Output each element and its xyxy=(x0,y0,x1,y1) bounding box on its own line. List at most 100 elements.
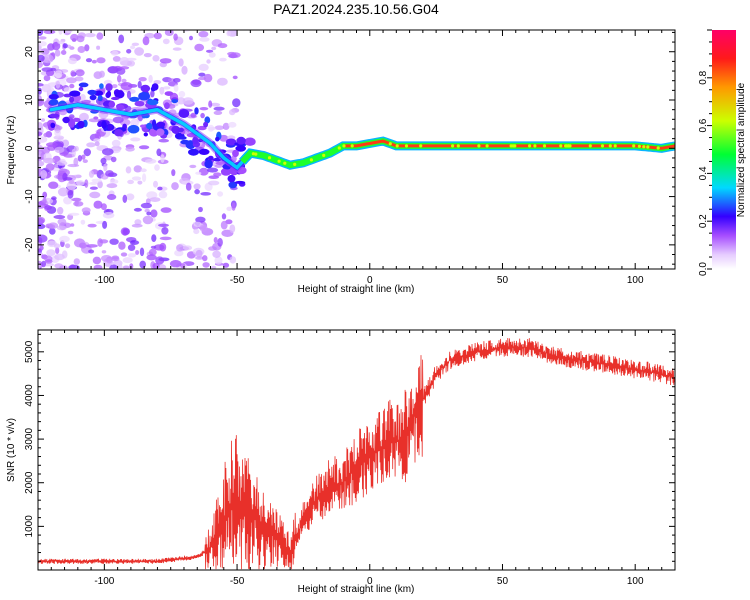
noise-blob xyxy=(79,112,89,122)
noise-blob xyxy=(176,97,186,105)
noise-blob xyxy=(137,80,142,89)
noise-blob xyxy=(38,30,44,36)
noise-blob xyxy=(81,207,91,214)
noise-blob xyxy=(85,244,98,248)
noise-blob xyxy=(130,45,136,50)
noise-blob xyxy=(57,206,64,215)
ridge-peak xyxy=(511,144,515,148)
signal-cluster xyxy=(171,125,181,134)
ridge-peak xyxy=(477,144,481,148)
signal-cluster xyxy=(93,116,99,120)
noise-blob xyxy=(41,118,45,122)
noise-blob xyxy=(162,86,171,90)
noise-blob xyxy=(40,48,50,55)
colorbar-tick-label: 0.0 xyxy=(698,262,709,276)
noise-blob xyxy=(67,57,78,65)
noise-blob xyxy=(125,193,135,201)
signal-cluster xyxy=(203,121,209,128)
noise-blob xyxy=(212,250,221,258)
snr-plot-area xyxy=(38,330,675,570)
ridge-peak xyxy=(342,144,346,148)
signal-cluster xyxy=(164,102,170,110)
noise-blob xyxy=(40,169,48,179)
signal-cluster xyxy=(106,90,112,98)
noise-blob xyxy=(219,134,229,142)
signal-cluster xyxy=(134,100,145,107)
noise-blob xyxy=(110,156,117,163)
colorbar-tick-label: 0.8 xyxy=(698,70,709,84)
noise-blob xyxy=(42,197,47,205)
noise-blob xyxy=(142,173,147,183)
noise-blob xyxy=(122,265,130,269)
signal-cluster xyxy=(208,155,214,161)
noise-blob xyxy=(230,52,241,58)
signal-cluster xyxy=(178,109,190,118)
noise-blob xyxy=(137,180,143,185)
noise-blob xyxy=(178,90,186,98)
noise-blob xyxy=(198,167,209,176)
colorbar-tick-label: 0.6 xyxy=(698,118,709,132)
signal-cluster xyxy=(227,174,236,183)
noise-blob xyxy=(232,75,238,80)
ridge-peak xyxy=(632,144,636,148)
noise-blob xyxy=(208,52,216,58)
noise-blob xyxy=(59,235,70,243)
signal-cluster xyxy=(228,181,238,189)
noise-blob xyxy=(111,139,121,147)
noise-blob xyxy=(86,142,96,148)
noise-blob xyxy=(138,145,150,150)
noise-blob xyxy=(153,180,158,188)
x-tick-label: 100 xyxy=(627,576,644,587)
noise-blob xyxy=(57,218,67,226)
signal-cluster xyxy=(105,83,113,92)
y-tick-label: -10 xyxy=(24,189,35,204)
ridge-peak xyxy=(528,144,532,148)
noise-blob xyxy=(214,256,223,265)
noise-blob xyxy=(63,177,73,181)
signal-cluster xyxy=(78,82,89,88)
signal-cluster xyxy=(236,136,246,145)
ridge-peak xyxy=(608,144,612,148)
noise-blob xyxy=(149,197,161,203)
y-tick-label: 20 xyxy=(24,46,35,58)
noise-blob xyxy=(51,196,57,200)
noise-blob xyxy=(189,35,193,41)
noise-blob xyxy=(135,250,140,255)
noise-blob xyxy=(109,179,119,185)
noise-blob xyxy=(217,237,223,247)
noise-blob xyxy=(76,35,85,43)
noise-blob xyxy=(57,40,65,45)
noise-blob xyxy=(38,160,45,167)
noise-blob xyxy=(75,174,82,179)
noise-blob xyxy=(142,36,150,46)
signal-cluster xyxy=(114,90,125,99)
noise-blob xyxy=(49,227,56,235)
noise-blob xyxy=(53,135,65,140)
ridge-peak xyxy=(254,152,258,156)
noise-blob xyxy=(172,47,182,51)
noise-blob xyxy=(58,30,63,35)
noise-blob xyxy=(152,55,160,62)
noise-blob xyxy=(38,87,42,95)
noise-blob xyxy=(85,58,93,63)
noise-blob xyxy=(88,170,95,178)
noise-blob xyxy=(178,58,184,67)
noise-blob xyxy=(122,257,133,264)
ridge-peak xyxy=(533,144,537,148)
noise-blob xyxy=(93,264,103,269)
signal-cluster xyxy=(177,127,184,133)
noise-blob xyxy=(150,90,155,98)
noise-blob xyxy=(134,219,142,226)
ridge-peak xyxy=(309,158,313,162)
noise-blob xyxy=(219,57,227,62)
y-tick-label: -20 xyxy=(24,237,35,252)
noise-blob xyxy=(139,260,146,269)
ridge-peak xyxy=(588,144,592,148)
noise-blob xyxy=(118,241,126,250)
noise-blob xyxy=(55,247,60,254)
figure-title: PAZ1.2024.235.10.56.G04 xyxy=(273,1,439,17)
ridge-peak xyxy=(251,152,255,156)
noise-blob xyxy=(102,211,115,219)
signal-cluster xyxy=(140,84,151,92)
noise-blob xyxy=(66,77,77,84)
